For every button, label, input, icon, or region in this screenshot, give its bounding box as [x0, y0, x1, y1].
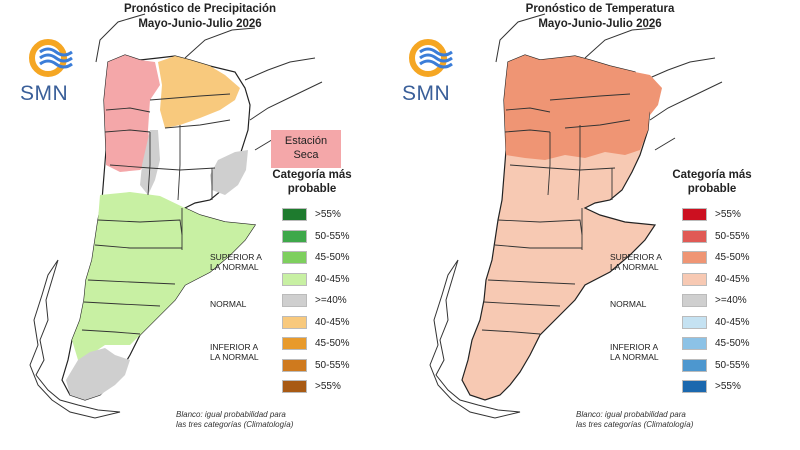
- legend-title: Categoría más probable: [662, 168, 762, 196]
- chile-coast: [29, 259, 121, 419]
- legend-label: 50-55%: [315, 359, 350, 371]
- legend-label: 40-45%: [315, 273, 350, 285]
- chile-coast: [429, 259, 521, 419]
- temperature-footnote: Blanco: igual probabilidad para las tres…: [576, 410, 756, 430]
- temperature-forecast-panel: Pronóstico de Temperatura Mayo-Junio-Jul…: [400, 0, 800, 450]
- footnote-line-2: las tres categorías (Climatología): [576, 420, 694, 429]
- neighbor-borders: [495, 13, 723, 151]
- legend-label: 45-50%: [715, 252, 750, 263]
- legend-label: 45-50%: [715, 338, 750, 349]
- category-below-normal: INFERIOR A LA NORMAL: [610, 342, 676, 362]
- precipitation-footnote: Blanco: igual probabilidad para las tres…: [176, 410, 356, 430]
- legend-label: >55%: [715, 209, 741, 220]
- legend-swatch: [282, 315, 307, 329]
- footnote-line-1: Blanco: igual probabilidad para: [176, 410, 286, 419]
- temperature-map: [409, 13, 723, 419]
- footnote-line-1: Blanco: igual probabilidad para: [576, 410, 686, 419]
- legend-swatch: [682, 294, 707, 307]
- legend-swatch: [282, 251, 307, 264]
- precipitation-forecast-panel: Pronóstico de Precipitación Mayo-Junio-J…: [0, 2, 400, 438]
- category-below-line-1: INFERIOR A: [610, 342, 659, 352]
- category-above-line-1: SUPERIOR A: [610, 252, 662, 262]
- legend-swatch: [282, 337, 307, 350]
- legend-swatch: [282, 358, 307, 372]
- legend-label: >=40%: [315, 295, 347, 306]
- legend-title: Categoría más probable: [262, 168, 362, 196]
- category-above-line-2: LA NORMAL: [210, 262, 259, 272]
- province-borders: [481, 93, 631, 335]
- smn-logo-mark: [29, 39, 73, 77]
- legend-title-line-2: probable: [287, 183, 337, 195]
- footnote-line-2: las tres categorías (Climatología): [176, 420, 294, 429]
- legend-label: 40-45%: [715, 316, 750, 328]
- category-above-normal: SUPERIOR A LA NORMAL: [210, 252, 276, 272]
- category-normal: NORMAL: [210, 299, 247, 309]
- pink-region-dry-season: [104, 55, 160, 172]
- category-normal: NORMAL: [610, 299, 647, 309]
- legend-label: 40-45%: [715, 273, 750, 285]
- legend-label: >55%: [315, 209, 341, 220]
- dry-season-box: Estación Seca: [271, 130, 341, 168]
- legend-swatch: [682, 315, 707, 329]
- northeast-region-temperature-45-50: [635, 72, 662, 115]
- smn-logo-text: SMN: [402, 82, 451, 105]
- legend-label: >55%: [315, 381, 341, 392]
- title-line-1: Pronóstico de Precipitación: [123, 3, 277, 15]
- category-above-line-1: SUPERIOR A: [210, 252, 262, 262]
- legend-title-line-2: probable: [687, 183, 737, 195]
- dry-season-label-1: Estación: [284, 135, 328, 147]
- category-below-line-2: LA NORMAL: [610, 352, 659, 362]
- category-below-line-1: INFERIOR A: [210, 342, 259, 352]
- category-above-line-2: LA NORMAL: [610, 262, 659, 272]
- neighbor-borders: [95, 13, 323, 151]
- category-below-line-2: LA NORMAL: [210, 352, 259, 362]
- legend-swatch: [282, 380, 307, 393]
- title-line-1: Pronóstico de Temperatura: [525, 3, 675, 15]
- category-below-normal: INFERIOR A LA NORMAL: [210, 342, 276, 362]
- legend-label: 45-50%: [315, 252, 350, 263]
- legend-swatch: [282, 208, 307, 221]
- smn-logo-mark: [409, 39, 453, 77]
- legend-swatch: [682, 337, 707, 350]
- orange-region-below-normal: [158, 56, 240, 128]
- legend-label: 50-55%: [315, 230, 350, 242]
- legend-swatch: [282, 272, 307, 286]
- legend-swatch: [682, 272, 707, 286]
- precipitation-map: [29, 13, 323, 419]
- precipitation-legend: Categoría más probable SUPERIOR A LA NOR…: [210, 168, 400, 438]
- legend-label: >55%: [715, 381, 741, 392]
- dry-season-label-2: Seca: [293, 149, 319, 161]
- precipitation-title: Pronóstico de Precipitación Mayo-Junio-J…: [0, 2, 400, 32]
- temperature-legend: Categoría más probable SUPERIOR A LA NOR…: [610, 168, 800, 438]
- legend-swatch: [682, 358, 707, 372]
- legend-title-line-1: Categoría más: [672, 169, 752, 181]
- gray-region-east: [210, 150, 248, 195]
- legend-label: >=40%: [715, 295, 747, 306]
- legend-swatch: [282, 294, 307, 307]
- province-borders: [81, 93, 231, 335]
- title-line-2: Mayo-Junio-Julio 2026: [138, 18, 262, 30]
- legend-title-line-1: Categoría más: [272, 169, 352, 181]
- title-line-2: Mayo-Junio-Julio 2026: [538, 18, 662, 30]
- legend-label: 45-50%: [315, 338, 350, 349]
- temperature-title: Pronóstico de Temperatura Mayo-Junio-Jul…: [400, 2, 800, 32]
- legend-swatch: [682, 380, 707, 393]
- legend-label: 50-55%: [715, 230, 750, 242]
- legend-swatch: [682, 251, 707, 264]
- gray-region-south: [66, 348, 130, 400]
- legend-label: 40-45%: [315, 316, 350, 328]
- category-above-normal: SUPERIOR A LA NORMAL: [610, 252, 676, 272]
- smn-logo-text: SMN: [20, 82, 69, 105]
- north-region-temperature-45-50: [504, 55, 650, 160]
- legend-label: 50-55%: [715, 359, 750, 371]
- legend-swatch: [282, 229, 307, 243]
- legend-swatch: [682, 229, 707, 243]
- green-region-above-normal: [72, 192, 255, 360]
- legend-swatch: [682, 208, 707, 221]
